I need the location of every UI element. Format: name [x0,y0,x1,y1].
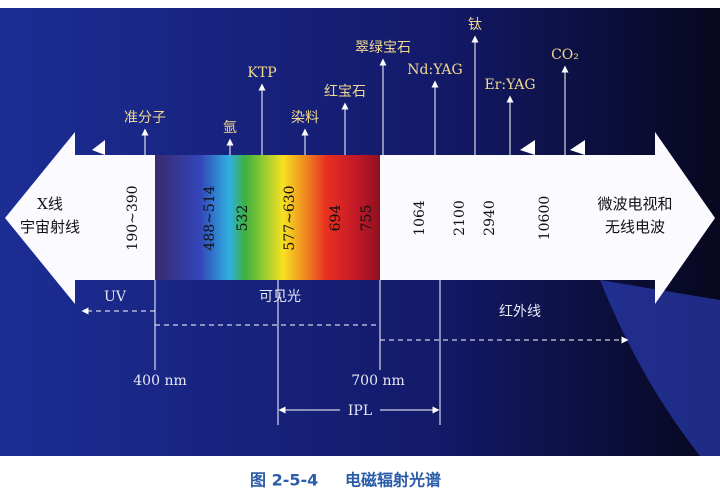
background-shape [600,280,720,456]
laser-label: 染料 [291,110,319,126]
visible-label: 可见光 [259,289,301,305]
wavelength-label: 1064 [412,200,428,236]
laser-label: Nd:YAG [407,62,462,78]
left-label: 宇宙射线 [20,218,80,236]
ipl-label: IPL [348,403,372,419]
chevron [520,140,535,155]
visible-spectrum [155,155,380,280]
wavelength-label: 694 [328,205,344,232]
wavelength-label: 755 [359,205,375,232]
wavelength-label: 2100 [452,200,468,236]
right-label: 微波电视和 [597,195,672,213]
laser-label: 钛 [468,17,482,33]
chevron [570,140,585,155]
caption-title: 电磁辐射光谱 [345,471,441,490]
wavelength-label: 488~514 [202,185,218,250]
wavelength-label: 577~630 [282,185,298,250]
wavelength-label: 10600 [537,196,553,241]
chevron [92,140,105,155]
laser-label: 红宝石 [324,84,366,100]
laser-label: Er:YAG [484,77,535,93]
left-label: X线 [37,195,63,213]
marker-label: 400 nm [133,373,186,389]
laser-label: KTP [247,65,276,81]
wavelength-label: 532 [235,205,251,232]
laser-label: CO₂ [551,47,579,63]
wavelength-label: 2940 [482,200,498,236]
wavelength-label: 190~390 [125,185,141,250]
laser-label: 氩 [223,120,237,136]
uv-label: UV [104,289,127,305]
laser-label: 准分子 [124,110,166,126]
right-label: 无线电波 [605,218,665,236]
infrared-label: 红外线 [499,304,541,320]
laser-label: 翠绿宝石 [355,40,411,56]
caption-number: 图 2-5-4 [250,471,318,490]
marker-label: 700 nm [351,373,404,389]
